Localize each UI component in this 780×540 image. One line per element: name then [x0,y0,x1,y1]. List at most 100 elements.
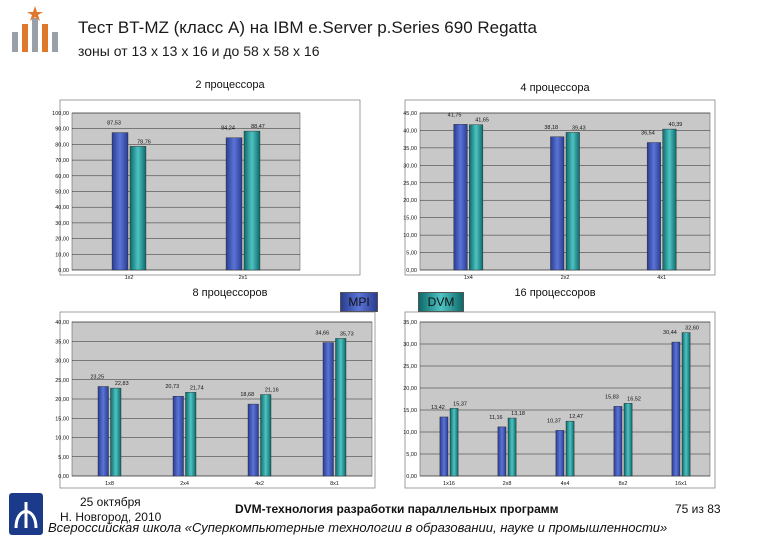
y-tick-label: 60,00 [55,174,69,180]
y-tick-label: 30,00 [55,359,69,365]
x-tick-label: 16x1 [675,481,687,487]
bar-dvm-2x2 [565,132,580,271]
y-tick-label: 40,00 [55,205,69,211]
chart-title-0: 2 процессора [195,79,265,91]
data-label: 36,54 [641,131,655,137]
bar-dvm-1x4 [469,124,484,271]
footer-city: Н. Новгород, 2010 [60,510,162,524]
x-tick-label: 1x8 [105,481,114,487]
legend-dvm: DVM [418,292,464,312]
y-tick-label: 25,00 [403,181,417,187]
x-tick-label: 2x2 [561,275,570,281]
bar-dvm-1x16 [449,408,459,477]
y-tick-label: 0,00 [406,474,417,480]
y-tick-label: 0,00 [406,268,417,274]
y-tick-label: 100,00 [52,111,69,117]
page-subtitle: зоны от 13 x 13 x 16 и до 58 x 58 x 16 [78,43,320,59]
y-tick-label: 20,00 [403,386,417,392]
y-tick-label: 35,00 [403,320,417,326]
y-tick-label: 35,00 [55,339,69,345]
bar-dvm-8x1 [335,338,347,477]
y-tick-label: 0,00 [58,474,69,480]
university-logo-icon [12,6,58,52]
y-tick-label: 30,00 [403,342,417,348]
x-tick-label: 8x1 [330,481,339,487]
plot-area-3 [419,321,711,477]
data-label: 11,16 [489,415,502,421]
y-tick-label: 30,00 [403,163,417,169]
x-tick-label: 2x4 [180,481,189,487]
data-label: 13,18 [511,411,525,417]
data-label: 10,37 [547,418,561,424]
bar-dvm-2x4 [185,392,197,477]
data-label: 87,53 [107,121,121,127]
data-label: 20,73 [165,384,179,390]
y-tick-label: 25,00 [55,378,69,384]
bar-mpi-4x1 [646,142,661,271]
y-tick-label: 15,00 [403,216,417,222]
y-tick-label: 50,00 [55,190,69,196]
bar-dvm-4x2 [260,394,272,477]
bar-mpi-8x1 [322,342,334,477]
y-tick-label: 70,00 [55,158,69,164]
plot-area-1 [419,112,711,271]
bar-mpi-1x2 [111,132,129,271]
data-label: 40,39 [669,122,683,128]
y-tick-label: 30,00 [55,221,69,227]
bar-dvm-2x1 [243,130,261,271]
data-label: 21,74 [190,385,204,391]
data-label: 22,83 [115,381,129,387]
y-tick-label: 5,00 [406,251,417,257]
y-tick-label: 40,00 [403,128,417,134]
chart-title-1: 4 процессора [520,82,590,94]
bar-dvm-4x1 [662,128,677,271]
y-tick-label: 10,00 [55,436,69,442]
y-tick-label: 90,00 [55,127,69,133]
bar-dvm-16x1 [681,332,691,477]
x-tick-label: 8x2 [619,481,628,487]
chart-title-3: 16 процессоров [514,287,595,299]
bar-mpi-1x16 [439,416,449,477]
bar-mpi-4x2 [247,403,259,477]
bar-mpi-4x4 [555,430,565,477]
y-tick-label: 0,00 [58,268,69,274]
x-tick-label: 1x2 [125,275,134,281]
x-tick-label: 1x16 [443,481,455,487]
bar-dvm-4x4 [565,420,575,477]
y-tick-label: 20,00 [55,397,69,403]
y-tick-label: 10,00 [403,233,417,239]
legend-mpi: MPI [340,292,378,312]
bar-dvm-2x8 [507,417,517,477]
data-label: 21,16 [265,388,279,394]
bar-mpi-2x8 [497,426,507,477]
bar-dvm-8x2 [623,403,633,477]
chart-title-2: 8 процессоров [193,287,268,299]
footer-course-title: DVM-технология разработки параллельных п… [235,502,559,516]
data-label: 39,43 [572,125,586,131]
y-tick-label: 35,00 [403,146,417,152]
data-label: 88,47 [251,124,265,130]
y-tick-label: 25,00 [403,364,417,370]
x-tick-label: 1x4 [464,275,473,281]
data-label: 18,68 [240,392,254,398]
footer-page-number: 75 из 83 [675,502,721,516]
y-tick-label: 15,00 [403,408,417,414]
data-label: 15,83 [605,394,619,400]
data-label: 23,25 [90,374,104,380]
y-tick-label: 45,00 [403,111,417,117]
data-label: 35,73 [340,331,354,337]
y-tick-label: 80,00 [55,142,69,148]
y-tick-label: 15,00 [55,416,69,422]
footer-logo-icon [9,493,43,535]
data-label: 30,44 [663,330,677,336]
bar-mpi-1x4 [453,124,468,271]
x-tick-label: 4x2 [255,481,264,487]
data-label: 12,47 [569,414,583,420]
x-tick-label: 4x1 [657,275,666,281]
bar-dvm-1x2 [129,146,147,271]
x-tick-label: 2x1 [239,275,248,281]
data-label: 38,18 [544,125,558,131]
y-tick-label: 20,00 [55,237,69,243]
y-tick-label: 5,00 [58,455,69,461]
